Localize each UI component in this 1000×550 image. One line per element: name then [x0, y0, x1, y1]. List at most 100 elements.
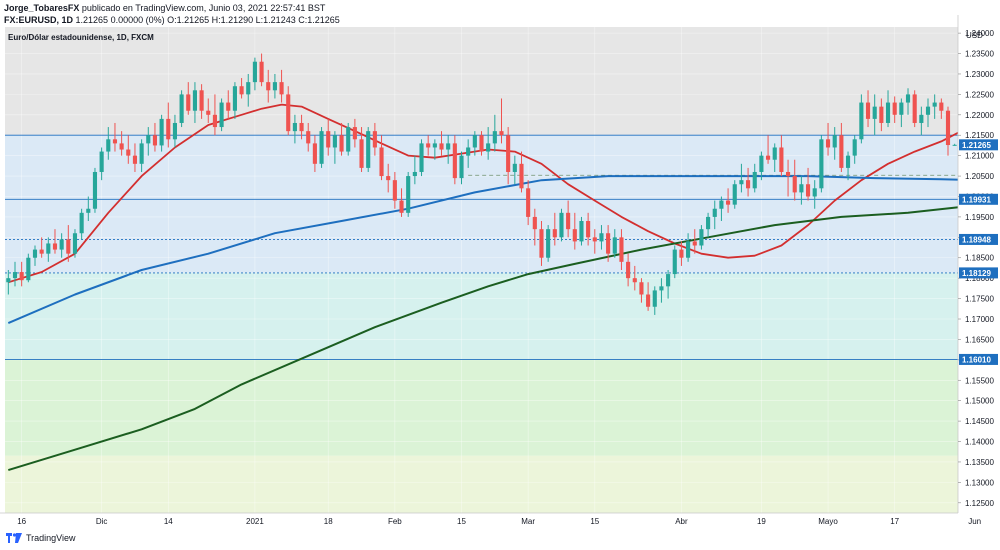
candle-body	[679, 249, 684, 258]
candle	[719, 196, 724, 221]
level-badge-4: 1.16010	[959, 353, 998, 365]
candle	[566, 200, 571, 238]
candle-body	[246, 82, 251, 95]
candle	[439, 131, 444, 156]
candle	[539, 220, 544, 266]
candle	[252, 57, 257, 91]
candle	[712, 200, 717, 230]
candle	[746, 167, 751, 197]
candle-body	[12, 272, 18, 279]
candle	[872, 94, 877, 136]
candle	[672, 245, 677, 279]
candle-body	[772, 147, 777, 160]
candle	[26, 253, 31, 283]
candle	[639, 278, 644, 303]
candle-body	[452, 143, 457, 179]
candle-body	[299, 122, 304, 132]
x-tick-label: Mar	[521, 517, 535, 526]
candle	[652, 286, 657, 315]
y-axis-title: USD	[966, 31, 983, 40]
candle	[845, 151, 851, 181]
candle	[379, 135, 384, 181]
candle	[919, 106, 924, 136]
candle-body	[932, 102, 937, 107]
x-tick-label: 15	[457, 517, 466, 526]
candle-body	[779, 147, 784, 172]
candle-body	[559, 212, 564, 238]
candle	[852, 135, 857, 164]
candle-body	[346, 127, 351, 152]
candle	[686, 233, 691, 262]
candle	[392, 171, 397, 209]
candle	[659, 278, 664, 303]
price-axis[interactable]: 1.12500 1.13000 1.13500 1.14000 1.14500 1.150…	[957, 15, 1000, 513]
candle	[586, 212, 591, 246]
y-tick-label: 1.20500	[965, 172, 994, 181]
candle-body	[885, 102, 891, 123]
y-tick-label: 1.18000	[965, 274, 994, 283]
candle	[186, 82, 191, 115]
candle	[32, 245, 38, 266]
candle-body	[172, 122, 178, 140]
tradingview-brand[interactable]: TradingView	[26, 533, 76, 543]
candle-body	[879, 106, 884, 123]
time-axis[interactable]: 16 Dic 14 2021 18 Feb 15 Mar 15 Abr 19 Mayo 17 Jun	[0, 512, 1000, 530]
candle	[266, 69, 271, 103]
candle-body	[259, 61, 264, 83]
candle-body	[492, 131, 497, 144]
candle-body	[799, 184, 804, 193]
candle-body	[746, 180, 751, 189]
candle	[212, 94, 217, 136]
candle	[572, 212, 577, 250]
candle	[772, 143, 777, 172]
candle-body	[832, 135, 837, 148]
candle	[939, 98, 944, 119]
y-tick-label: 1.12500	[965, 499, 994, 508]
candle-body	[719, 200, 724, 209]
candle-body	[192, 90, 197, 111]
author-name[interactable]: Jorge_TobaresFX	[4, 3, 80, 13]
candle	[599, 225, 604, 250]
candle-body	[626, 261, 631, 279]
candle	[319, 127, 324, 168]
candle-body	[332, 135, 337, 148]
candle	[706, 212, 711, 238]
candle	[466, 139, 471, 168]
candle-body	[752, 171, 757, 189]
candle	[506, 127, 511, 185]
candle-body	[412, 171, 417, 177]
zone-0	[5, 27, 958, 136]
candle-body	[432, 143, 437, 148]
candle	[352, 118, 357, 148]
candle-body	[819, 139, 824, 189]
candle-body	[406, 176, 411, 213]
candle	[885, 90, 891, 128]
candle	[152, 122, 158, 152]
candle-body	[919, 114, 924, 123]
candle-body	[479, 135, 484, 152]
candle-body	[945, 110, 951, 146]
candle	[332, 131, 337, 164]
candle	[372, 122, 377, 156]
candle-body	[152, 135, 158, 146]
price-badges: 1.19931 1.18948 1.18129 1.16010 1.21265	[959, 139, 998, 365]
candle-body	[52, 243, 58, 250]
candle-body	[845, 155, 851, 168]
last-price-badge: 1.21265	[959, 139, 998, 151]
quote-line: FX:EURUSD, 1D 1.21265 0.00000 (0%) O:1.2…	[4, 14, 340, 26]
candle-body	[905, 94, 911, 103]
candle-body	[106, 139, 111, 152]
candle-body	[112, 139, 118, 144]
candle-body	[39, 249, 44, 254]
candle-body	[472, 135, 477, 148]
candle	[219, 98, 224, 132]
publish-line: Jorge_TobaresFX publicado en TradingView…	[4, 2, 340, 14]
x-tick-label: 19	[757, 517, 766, 526]
candle-body	[872, 106, 877, 119]
level-badge-2-text: 1.18948	[962, 235, 991, 244]
candle	[72, 229, 78, 258]
x-tick-label: 14	[164, 517, 173, 526]
y-tick-label: 1.14000	[965, 438, 994, 447]
candle	[799, 176, 804, 205]
